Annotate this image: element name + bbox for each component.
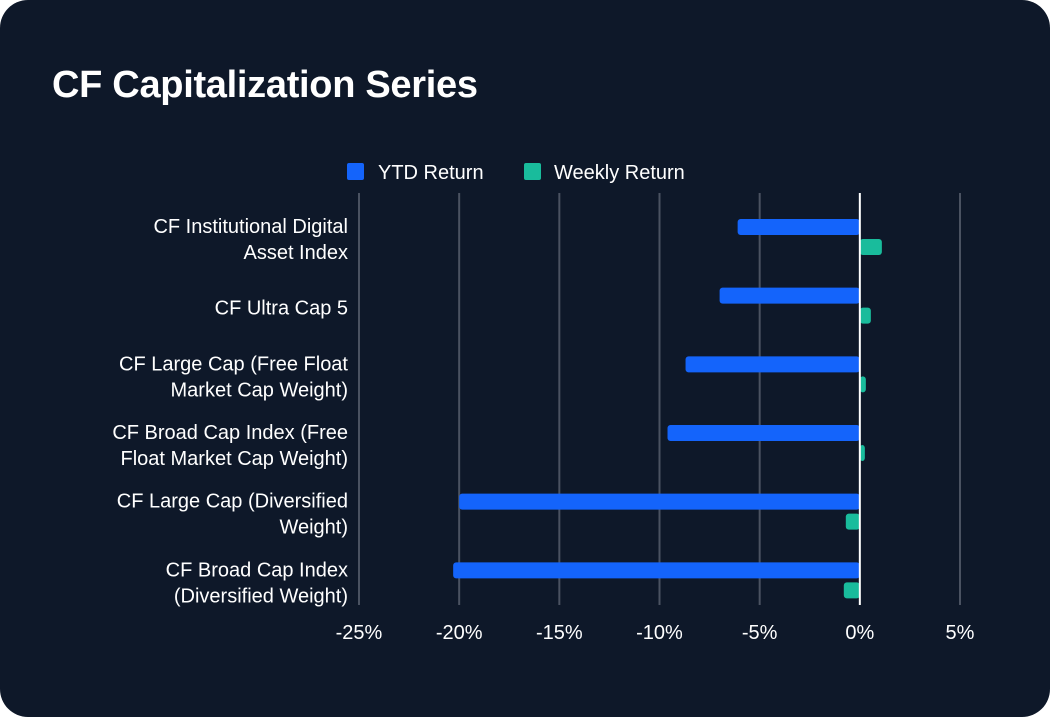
legend: YTD Return Weekly Return	[347, 162, 685, 184]
category-label: Asset Index	[243, 242, 348, 264]
bar-weekly-return	[859, 445, 865, 461]
legend-swatch	[524, 163, 541, 180]
bars	[453, 219, 882, 599]
bar-ytd-return	[737, 219, 860, 235]
x-tick-label: -25%	[336, 622, 383, 644]
category-label: CF Large Cap (Diversified	[117, 491, 348, 513]
legend-label: YTD Return	[378, 162, 484, 184]
x-tick-label: 0%	[845, 622, 874, 644]
bar-ytd-return	[459, 493, 860, 510]
category-label: CF Large Cap (Free Float	[119, 353, 348, 375]
x-tick-label: -5%	[742, 622, 778, 644]
grid-lines	[358, 193, 961, 605]
bar-weekly-return	[859, 376, 866, 393]
category-label: CF Broad Cap Index (Free	[112, 422, 348, 444]
x-axis-ticks: -25% -20% -15% -10% -5% 0% 5%	[336, 622, 975, 644]
bar-ytd-return	[667, 425, 860, 441]
category-label: Weight)	[279, 517, 348, 539]
category-label: CF Ultra Cap 5	[215, 298, 348, 320]
category-labels: CF Institutional Digital Asset Index CF Ul…	[112, 216, 348, 607]
bar-ytd-return	[719, 287, 860, 304]
legend-swatch	[347, 163, 364, 180]
chart-title: CF Capitalization Series	[52, 64, 478, 106]
category-label: CF Institutional Digital	[153, 216, 348, 238]
bar-weekly-return	[859, 239, 882, 255]
bar-ytd-return	[453, 562, 860, 579]
category-label: Float Market Cap Weight)	[121, 448, 349, 470]
x-tick-label: -15%	[536, 622, 583, 644]
legend-label: Weekly Return	[554, 162, 685, 184]
x-tick-label: -10%	[636, 622, 683, 644]
x-tick-label: 5%	[946, 622, 975, 644]
category-label: (Diversified Weight)	[174, 585, 348, 607]
category-label: CF Broad Cap Index	[166, 559, 348, 581]
category-label: Market Cap Weight)	[171, 379, 348, 401]
bar-ytd-return	[685, 356, 860, 373]
bar-weekly-return	[845, 513, 860, 530]
x-tick-label: -20%	[436, 622, 483, 644]
bar-weekly-return	[843, 582, 860, 599]
bar-weekly-return	[859, 307, 871, 324]
